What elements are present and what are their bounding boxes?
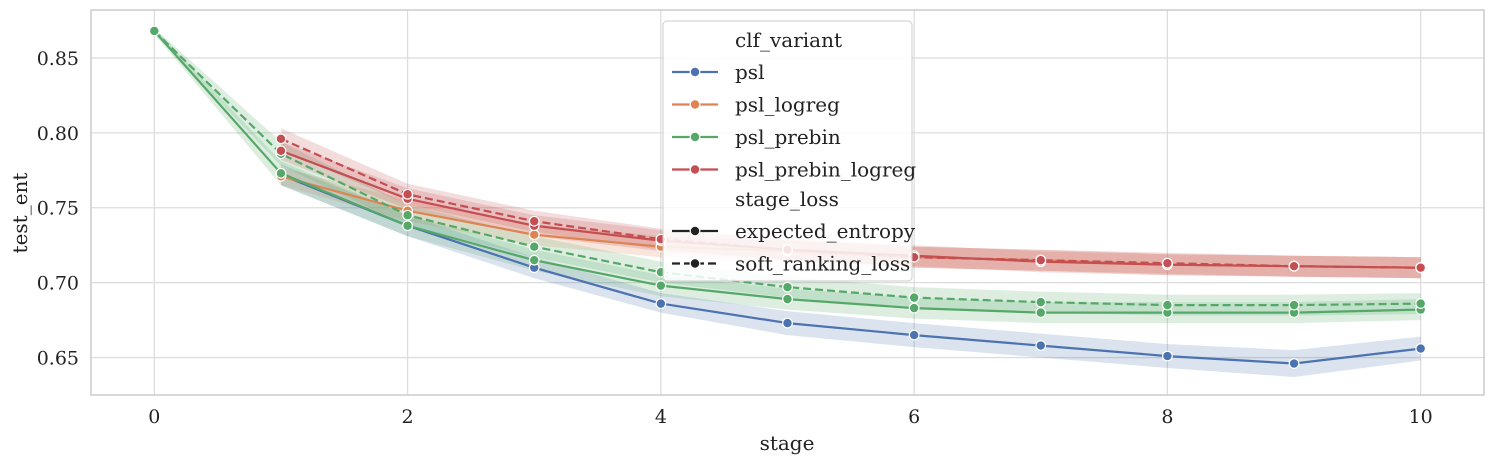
data-point-psl_prebin_logreg-soft_ranking_loss — [275, 133, 287, 145]
data-point-psl-expected_entropy — [1415, 343, 1427, 354]
data-point-psl_prebin-soft_ranking_loss — [908, 292, 920, 304]
data-point-psl-expected_entropy — [908, 329, 920, 341]
x-axis-label: stage — [760, 431, 815, 455]
data-point-psl_prebin-soft_ranking_loss — [782, 281, 793, 293]
data-point-psl_prebin-expected_entropy — [528, 254, 540, 266]
data-point-psl_prebin-expected_entropy — [275, 167, 287, 179]
x-tick-label: 10 — [1409, 406, 1433, 428]
legend-label: psl_prebin_logreg — [735, 158, 916, 182]
series-markers — [148, 25, 1427, 369]
data-point-psl_prebin-soft_ranking_loss — [1162, 299, 1173, 311]
legend-swatch-marker — [689, 66, 701, 78]
y-tick-label: 0.75 — [37, 198, 79, 220]
data-point-psl_prebin-expected_entropy — [782, 293, 793, 305]
y-axis-label: test_ent — [8, 173, 32, 254]
data-point-psl_prebin_logreg-soft_ranking_loss — [528, 215, 540, 227]
x-tick-label: 8 — [1161, 406, 1173, 428]
data-point-psl_prebin_logreg-soft_ranking_loss — [1288, 260, 1300, 272]
x-tick-label: 6 — [908, 406, 920, 428]
legend-hue-title: clf_variant — [735, 28, 842, 52]
y-tick-label: 0.70 — [37, 273, 79, 295]
legend-box — [662, 20, 913, 282]
data-point-psl_logreg-expected_entropy — [528, 229, 540, 241]
y-axis-ticks: 0.65 0.70 0.75 0.80 0.85 — [37, 48, 79, 370]
x-tick-label: 0 — [148, 406, 160, 428]
legend-label: expected_entropy — [735, 219, 916, 243]
data-point-psl_prebin-soft_ranking_loss — [1415, 298, 1427, 310]
data-point-psl_prebin_logreg-expected_entropy — [275, 145, 287, 157]
data-point-psl_prebin-expected_entropy — [655, 280, 667, 292]
data-point-psl_prebin-soft_ranking_loss — [402, 209, 413, 221]
legend-label: soft_ranking_loss — [735, 252, 910, 276]
data-point-psl_prebin-expected_entropy — [1035, 307, 1047, 319]
y-tick-label: 0.65 — [37, 348, 79, 370]
data-point-psl_prebin-soft_ranking_loss — [1288, 299, 1300, 311]
legend-label: psl — [735, 60, 764, 84]
data-point-psl-expected_entropy — [1035, 340, 1047, 351]
data-point-psl-expected_entropy — [1162, 350, 1173, 362]
y-tick-label: 0.85 — [37, 48, 79, 70]
legend-swatch-marker — [689, 99, 701, 110]
data-point-psl_prebin-soft_ranking_loss — [148, 25, 160, 37]
legend-style-marker — [689, 258, 701, 269]
legend-style-marker — [689, 225, 701, 237]
series-line-psl_prebin-soft_ranking_loss — [153, 30, 1421, 307]
data-point-psl_prebin-soft_ranking_loss — [1035, 296, 1047, 308]
data-point-psl_prebin_logreg-soft_ranking_loss — [1035, 254, 1047, 266]
data-point-psl-expected_entropy — [1288, 358, 1300, 369]
plot-frame — [90, 9, 1485, 396]
legend-label: psl_prebin — [735, 125, 841, 149]
data-point-psl_prebin_logreg-soft_ranking_loss — [1162, 257, 1173, 269]
data-point-psl-expected_entropy — [782, 317, 793, 329]
series-line-psl-expected_entropy — [280, 173, 1421, 365]
legend-hue-entries: psl psl_logreg psl_prebin psl_prebin_logreg — [672, 60, 916, 182]
data-point-psl_prebin_logreg-soft_ranking_loss — [402, 188, 413, 200]
ci-band-psl_prebin-expected_entropy — [154, 28, 1421, 324]
series-line-psl_prebin_logreg-soft_ranking_loss — [280, 137, 1421, 269]
legend: clf_variant psl psl_logreg psl_prebin psl_p… — [662, 20, 916, 282]
data-point-psl_prebin-expected_entropy — [402, 220, 413, 232]
legend-label: psl_logreg — [735, 93, 840, 117]
data-point-psl-expected_entropy — [655, 298, 667, 310]
data-point-psl_prebin-expected_entropy — [908, 302, 920, 314]
x-tick-label: 4 — [655, 406, 667, 428]
legend-swatch-marker — [689, 131, 701, 143]
x-tick-label: 2 — [402, 406, 414, 428]
legend-style-title: stage_loss — [735, 187, 839, 211]
y-tick-label: 0.80 — [37, 123, 79, 145]
legend-style-entries: expected_entropy soft_ranking_loss — [672, 219, 916, 276]
data-point-psl_prebin_logreg-soft_ranking_loss — [1415, 262, 1427, 274]
data-point-psl_prebin-soft_ranking_loss — [528, 241, 540, 253]
ci-band-psl-expected_entropy — [281, 164, 1421, 377]
x-axis-ticks: 0 2 4 6 8 10 — [148, 406, 1433, 428]
legend-swatch-marker — [689, 164, 701, 175]
